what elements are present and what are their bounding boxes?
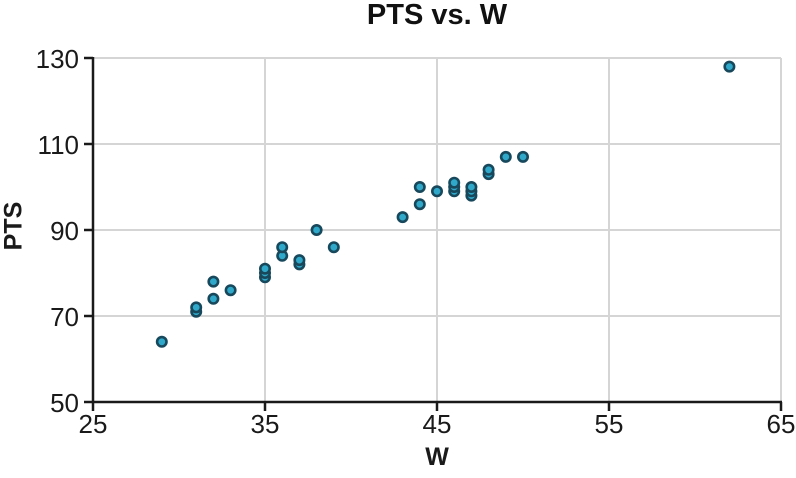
data-point: [413, 181, 426, 194]
data-point: [155, 335, 168, 348]
data-point: [310, 224, 323, 237]
data-point: [293, 254, 306, 267]
y-tick-label: 70: [50, 302, 79, 332]
x-tick-label: 45: [423, 409, 452, 439]
x-tick-label: 25: [79, 409, 108, 439]
y-tick-label: 110: [38, 130, 79, 160]
y-tick-label: 130: [36, 44, 79, 74]
data-point: [413, 198, 426, 211]
data-point: [723, 60, 736, 73]
y-tick-label: 50: [50, 388, 79, 418]
y-tick-label: 90: [50, 216, 79, 246]
data-point: [327, 241, 340, 254]
x-tick-label: 55: [595, 409, 624, 439]
data-point: [207, 275, 220, 288]
data-point: [276, 241, 289, 254]
data-point: [516, 150, 529, 163]
data-point: [465, 181, 478, 194]
data-point: [190, 301, 203, 314]
x-axis-title: W: [425, 443, 449, 471]
data-point: [258, 262, 271, 275]
data-point: [448, 176, 461, 189]
data-point: [207, 292, 220, 305]
y-axis-title: PTS: [0, 201, 28, 251]
data-point: [224, 284, 237, 297]
chart-title: PTS vs. W: [366, 0, 508, 31]
data-point: [482, 163, 495, 176]
x-tick-label: 35: [251, 409, 280, 439]
x-tick-label: 65: [767, 409, 796, 439]
data-point: [396, 211, 409, 224]
data-point: [499, 150, 512, 163]
data-point: [430, 185, 443, 198]
